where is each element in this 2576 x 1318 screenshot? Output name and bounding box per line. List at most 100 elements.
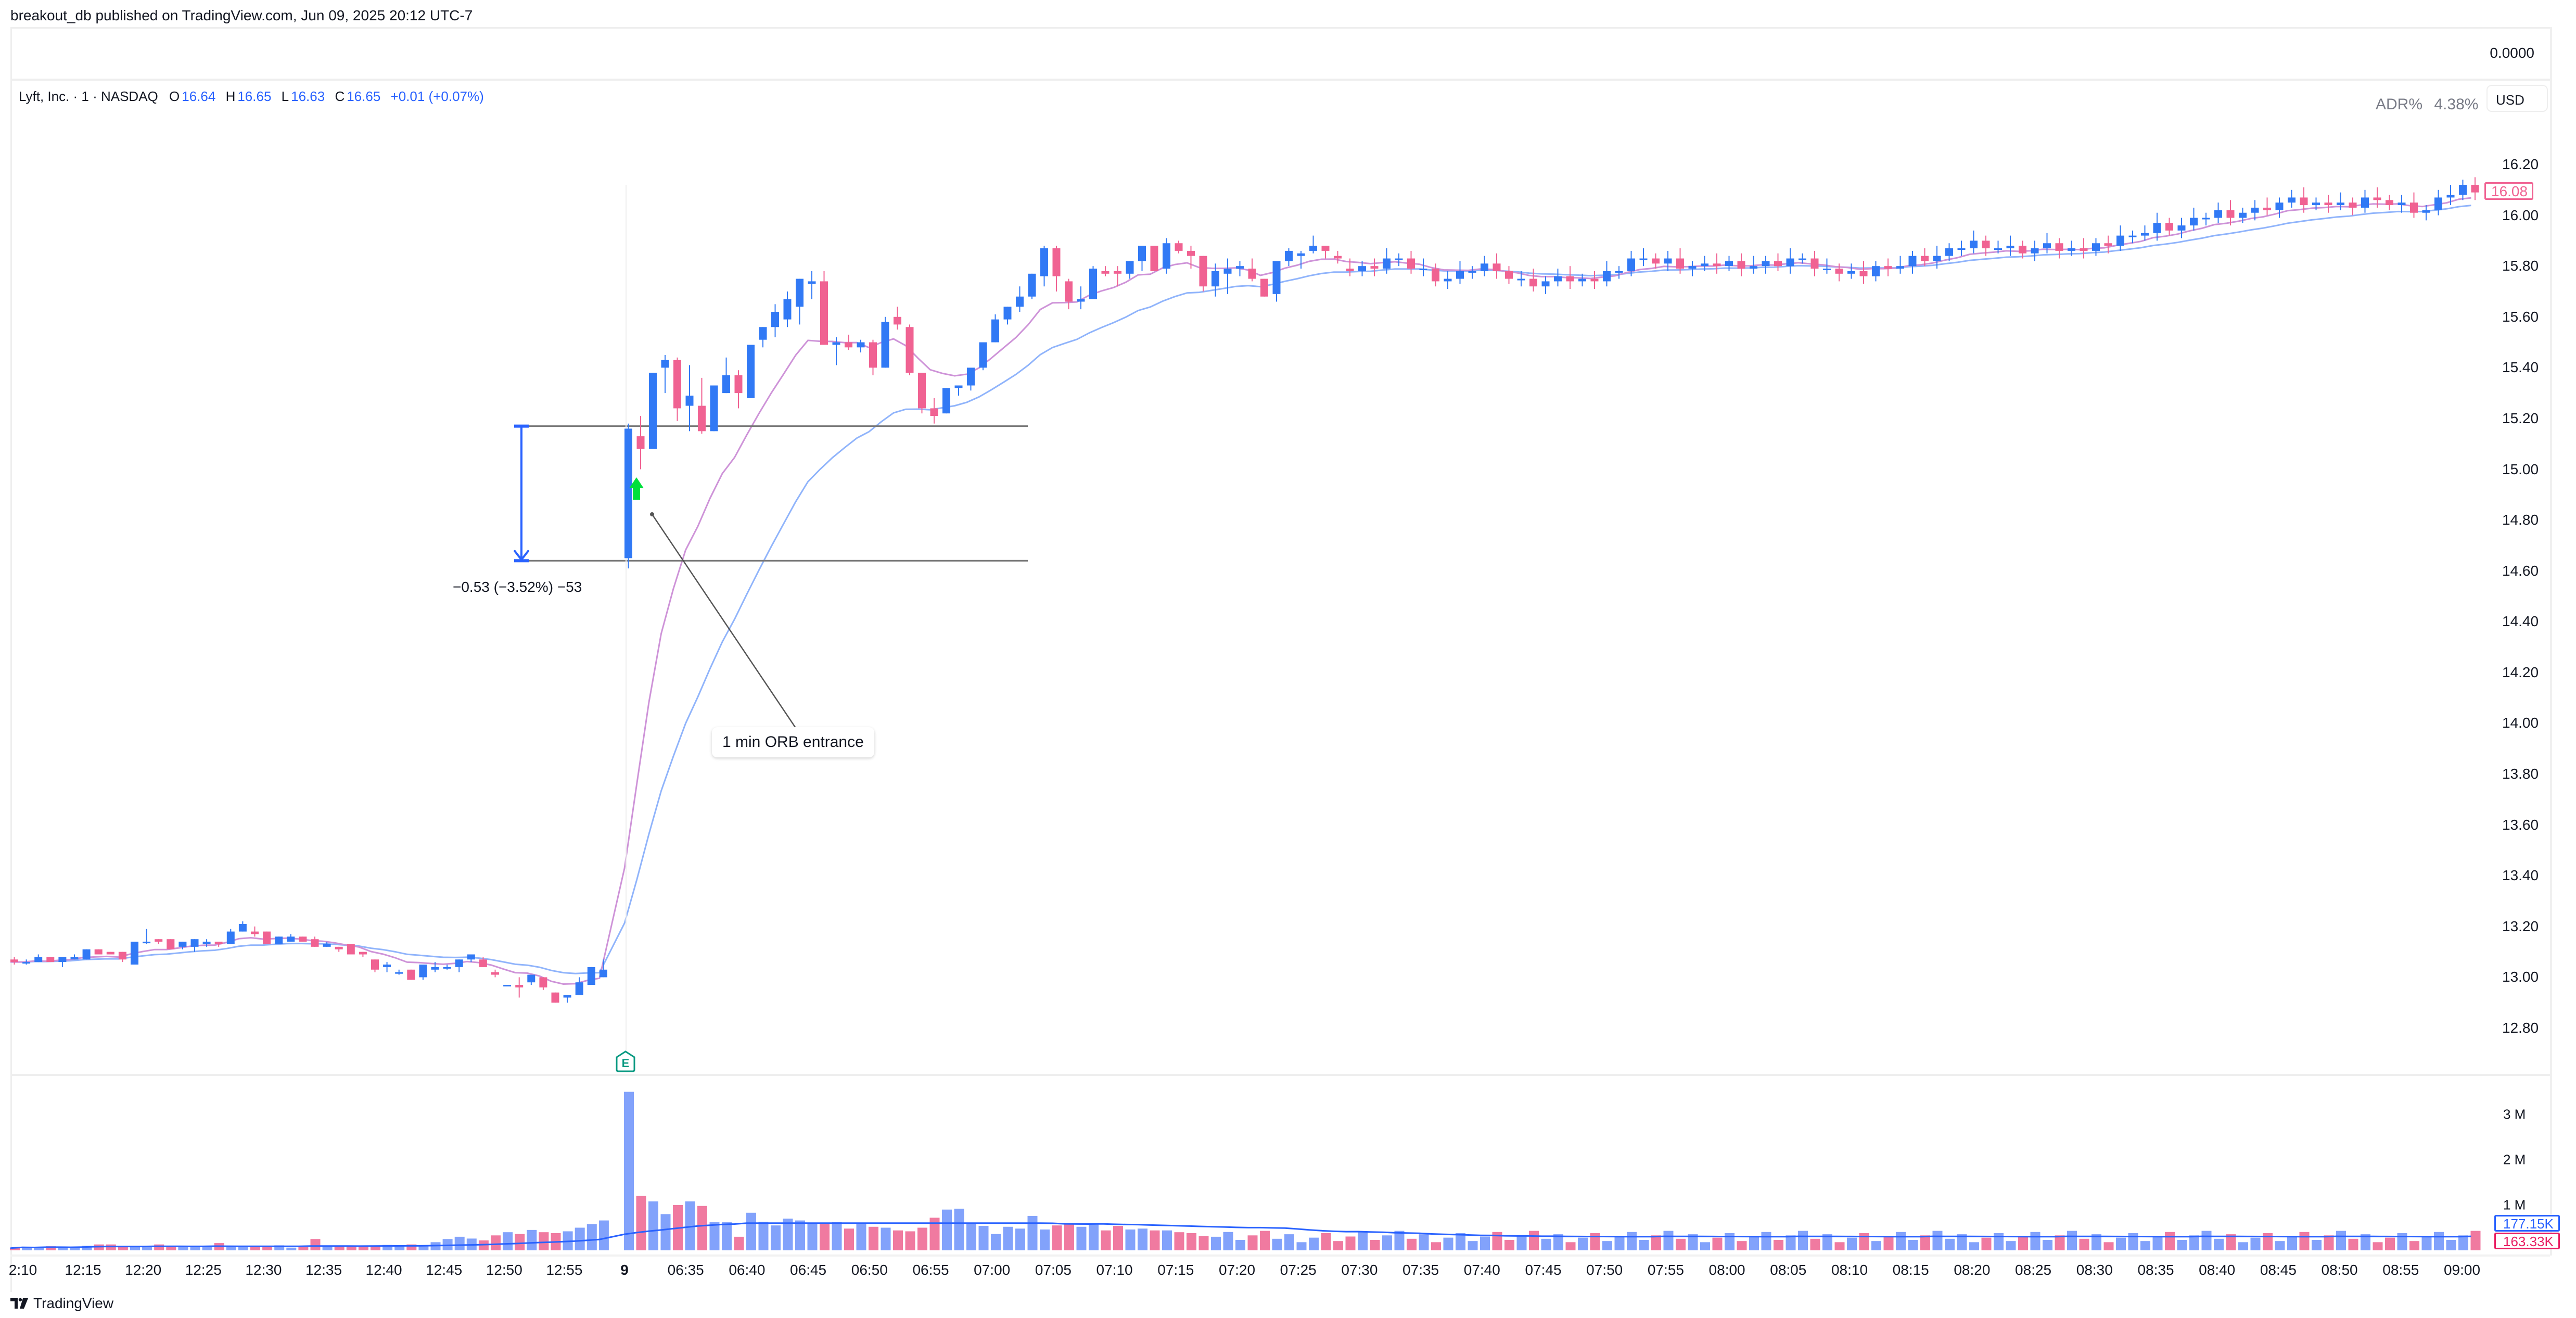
candle-body[interactable] xyxy=(58,957,67,962)
candle-body[interactable] xyxy=(1285,250,1293,261)
volume-pane-separator[interactable] xyxy=(10,1074,2550,1076)
candle-body[interactable] xyxy=(1970,240,1978,249)
candle-body[interactable] xyxy=(82,949,91,960)
candle-body[interactable] xyxy=(930,408,938,416)
candle-body[interactable] xyxy=(155,939,163,942)
orb-callout[interactable]: 1 min ORB entrance xyxy=(712,727,874,757)
earnings-marker[interactable]: E xyxy=(615,1050,636,1075)
candle-body[interactable] xyxy=(587,967,595,985)
candle-body[interactable] xyxy=(1762,261,1770,267)
candle-body[interactable] xyxy=(551,992,559,1003)
candle-body[interactable] xyxy=(2251,207,2259,213)
candle-body[interactable] xyxy=(431,967,439,970)
candle-body[interactable] xyxy=(1823,269,1831,271)
candle-body[interactable] xyxy=(2068,248,2075,251)
candle-body[interactable] xyxy=(2104,243,2112,246)
candle-body[interactable] xyxy=(2300,197,2308,206)
candle-body[interactable] xyxy=(1248,269,1256,279)
candle-body[interactable] xyxy=(2177,225,2186,231)
candle-body[interactable] xyxy=(443,967,451,969)
candle-body[interactable] xyxy=(70,957,79,960)
candle-body[interactable] xyxy=(1652,258,1660,264)
candle-body[interactable] xyxy=(906,327,914,373)
candle-body[interactable] xyxy=(238,923,247,932)
candle-body[interactable] xyxy=(1750,266,1757,269)
candle-body[interactable] xyxy=(1383,258,1391,269)
candle-body[interactable] xyxy=(1101,271,1110,274)
candle-body[interactable] xyxy=(954,385,963,388)
candle-body[interactable] xyxy=(747,345,755,398)
candle-body[interactable] xyxy=(1175,243,1183,251)
candle-body[interactable] xyxy=(820,281,828,345)
candle-body[interactable] xyxy=(1321,246,1330,251)
candle-body[interactable] xyxy=(515,985,524,987)
candle-body[interactable] xyxy=(979,342,987,368)
candle-body[interactable] xyxy=(1052,248,1061,276)
candle-body[interactable] xyxy=(1676,258,1684,269)
candle-body[interactable] xyxy=(1908,256,1917,267)
candle-body[interactable] xyxy=(143,942,151,944)
candle-body[interactable] xyxy=(734,375,743,394)
candle-body[interactable] xyxy=(2312,202,2320,206)
candle-body[interactable] xyxy=(1456,271,1464,279)
candle-body[interactable] xyxy=(1896,266,1904,269)
adr-indicator[interactable]: ADR% 4.38% xyxy=(2376,96,2478,113)
candle-body[interactable] xyxy=(287,936,295,942)
candle-body[interactable] xyxy=(942,388,950,414)
currency-button[interactable]: USD xyxy=(2486,85,2548,112)
candle-body[interactable] xyxy=(1578,278,1586,282)
candle-body[interactable] xyxy=(624,428,632,559)
candle-body[interactable] xyxy=(178,942,187,947)
candle-body[interactable] xyxy=(106,952,114,955)
candle-body[interactable] xyxy=(383,965,391,967)
candle-body[interactable] xyxy=(1358,266,1366,271)
candle-body[interactable] xyxy=(1187,250,1195,256)
candle-body[interactable] xyxy=(845,342,852,348)
candle-body[interactable] xyxy=(575,982,583,995)
candle-body[interactable] xyxy=(2019,246,2026,254)
candle-body[interactable] xyxy=(455,959,463,967)
candle-body[interactable] xyxy=(1126,261,1134,274)
candle-body[interactable] xyxy=(2080,248,2088,251)
candle-body[interactable] xyxy=(869,342,877,368)
candle-body[interactable] xyxy=(991,319,999,343)
candle-body[interactable] xyxy=(1566,276,1574,282)
candle-body[interactable] xyxy=(1554,276,1562,282)
candle-body[interactable] xyxy=(2373,197,2381,200)
candle-body[interactable] xyxy=(34,957,43,962)
candle-body[interactable] xyxy=(918,373,926,409)
price-range-measure-label[interactable]: −0.53 (−3.52%) −53 xyxy=(453,579,582,595)
candle-body[interactable] xyxy=(347,944,355,955)
candle-body[interactable] xyxy=(131,942,138,965)
candle-body[interactable] xyxy=(649,373,657,449)
candle-body[interactable] xyxy=(1334,256,1342,259)
candle-body[interactable] xyxy=(1481,263,1488,271)
candle-body[interactable] xyxy=(1774,261,1782,267)
candle-body[interactable] xyxy=(2165,223,2173,231)
candle-body[interactable] xyxy=(1138,246,1146,261)
candle-body[interactable] xyxy=(167,939,175,949)
candle-body[interactable] xyxy=(1847,271,1855,274)
candle-body[interactable] xyxy=(1884,266,1892,269)
candle-body[interactable] xyxy=(1028,273,1036,297)
candle-body[interactable] xyxy=(808,281,816,284)
candle-body[interactable] xyxy=(1260,278,1268,297)
candle-body[interactable] xyxy=(10,959,18,962)
candle-body[interactable] xyxy=(2361,197,2369,208)
candle-body[interactable] xyxy=(311,939,319,947)
candle-body[interactable] xyxy=(1933,256,1941,261)
candle-body[interactable] xyxy=(673,360,681,409)
candle-body[interactable] xyxy=(299,936,307,942)
candle-body[interactable] xyxy=(1419,269,1427,271)
candle-body[interactable] xyxy=(1835,269,1843,274)
symbol-title[interactable]: Lyft, Inc. · 1 · NASDAQ xyxy=(19,88,158,104)
candle-body[interactable] xyxy=(599,969,607,978)
candle-body[interactable] xyxy=(2153,223,2161,233)
candle-body[interactable] xyxy=(1272,261,1281,294)
candle-body[interactable] xyxy=(94,949,103,955)
candle-body[interactable] xyxy=(1810,258,1819,269)
candle-body[interactable] xyxy=(1627,258,1635,271)
candle-body[interactable] xyxy=(1713,263,1721,267)
candle-body[interactable] xyxy=(2386,200,2393,206)
